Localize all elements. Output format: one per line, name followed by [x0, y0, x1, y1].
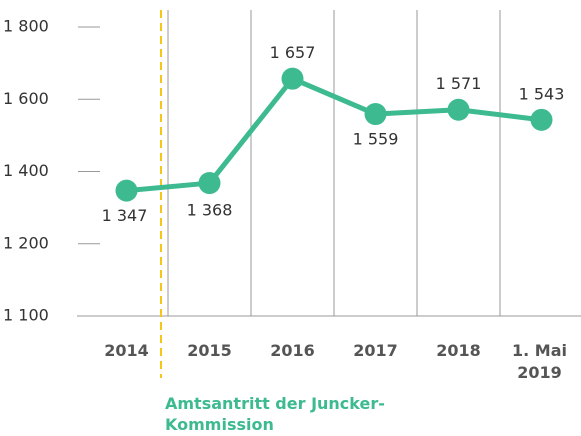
y-tick-label: 1 600: [3, 89, 49, 108]
data-label: 1 543: [519, 84, 565, 103]
y-tick-label: 1 400: [3, 161, 49, 180]
data-label: 1 559: [353, 130, 399, 149]
x-tick-label: 2017: [353, 341, 398, 360]
marker: [364, 103, 387, 126]
data-label: 1 347: [102, 206, 148, 225]
data-label: 1 368: [187, 201, 233, 220]
data-label: 1 571: [436, 74, 482, 93]
x-tick-label: 1. Mai 2019: [512, 341, 567, 382]
line: [126, 76, 542, 194]
y-tick-label: 1 200: [3, 233, 49, 252]
marker: [115, 179, 138, 202]
y-tick-label: 1 800: [3, 17, 49, 36]
marker: [447, 98, 470, 121]
annotation: Amtsantritt der Juncker-Kommission: [165, 394, 385, 434]
x-tick-label: 2014: [104, 341, 149, 360]
x-tick-label: 2018: [436, 341, 481, 360]
data-label: 1 657: [270, 43, 316, 62]
marker: [281, 67, 304, 90]
x-tick-label: 2016: [270, 341, 315, 360]
marker: [530, 108, 553, 131]
marker: [198, 172, 221, 195]
x-tick-label: 2015: [187, 341, 232, 360]
y-tick-label: 1 100: [3, 306, 49, 325]
